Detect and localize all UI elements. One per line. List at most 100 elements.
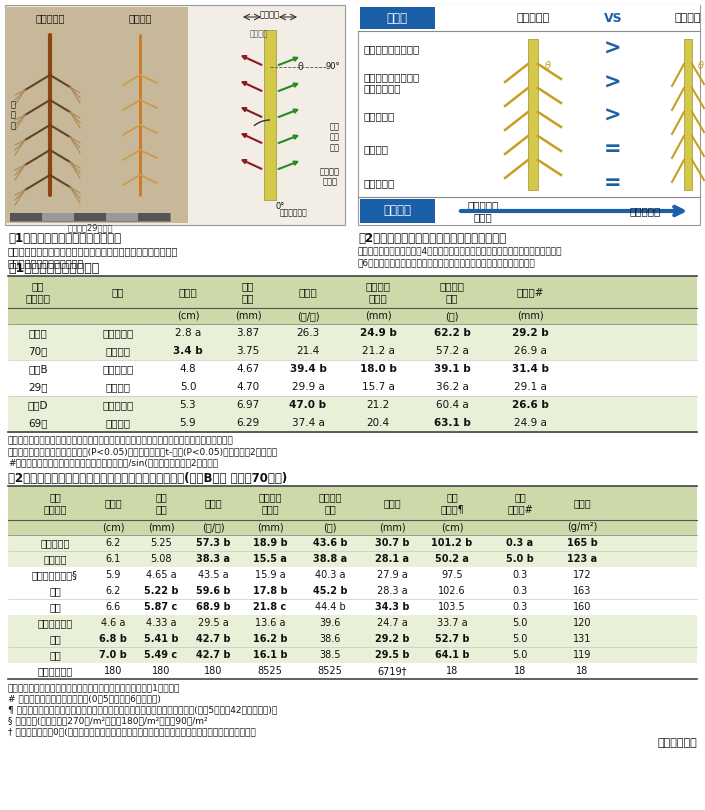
Text: 24.9 b: 24.9 b (360, 328, 396, 338)
Text: 側根張り
出し長: 側根張り 出し長 (258, 492, 282, 514)
Text: 側根張り
出し長: 側根張り 出し長 (365, 281, 391, 303)
Text: ・主根直径: ・主根直径 (364, 178, 396, 188)
Text: 子実重: 子実重 (573, 498, 591, 508)
Text: 倒伏
スコア#: 倒伏 スコア# (507, 492, 533, 514)
Text: (g/m²): (g/m²) (567, 522, 597, 532)
Text: 59.6 b: 59.6 b (196, 586, 231, 596)
Text: 52.7 b: 52.7 b (435, 634, 470, 644)
Text: 6.2: 6.2 (105, 586, 121, 596)
Text: 172: 172 (572, 570, 591, 580)
Text: にじゆたか: にじゆたか (102, 328, 134, 338)
Bar (138, 213, 170, 221)
Bar (8, 486, 697, 520)
Text: 5.87 c: 5.87 c (145, 602, 178, 612)
Text: 160: 160 (572, 602, 591, 612)
Text: 側根長#: 側根長# (516, 287, 544, 297)
Text: θ: θ (698, 61, 704, 71)
Text: 180: 180 (204, 666, 222, 676)
Text: 6.1: 6.1 (105, 554, 121, 564)
Text: 39.1 b: 39.1 b (434, 364, 470, 374)
Bar (8, 342, 697, 360)
Text: 34.3 b: 34.3 b (375, 602, 409, 612)
Text: 24.7 a: 24.7 a (376, 618, 407, 628)
Text: 97.5: 97.5 (441, 570, 462, 580)
Text: 4.67: 4.67 (236, 364, 259, 374)
Text: (mm): (mm) (235, 311, 262, 321)
Text: 4.70: 4.70 (236, 382, 259, 392)
Text: 13.6 a: 13.6 a (255, 618, 286, 628)
Text: † 側根開幅角度が0度(真下向き）の場合は側根長が計算できない。そのためデータ数が少なくなる。: † 側根開幅角度が0度(真下向き）の場合は側根長が計算できない。そのためデータ数… (8, 727, 256, 736)
Text: の6形質が大きい。これらの特性が倒伏が少なくなる要因と考えられる。: の6形質が大きい。これらの特性が倒伏が少なくなる要因と考えられる。 (358, 258, 536, 267)
Bar (8, 663, 697, 679)
Text: 3.87: 3.87 (236, 328, 259, 338)
Text: 6.2: 6.2 (105, 538, 121, 548)
Text: 0.3 a: 0.3 a (506, 538, 534, 548)
Text: =: = (604, 173, 622, 193)
Text: (mm): (mm) (517, 311, 544, 321)
Bar (5, 5, 345, 225)
Text: 47.0 b: 47.0 b (290, 400, 326, 410)
Text: 部分のみを測定対象とした。: 部分のみを測定対象とした。 (8, 258, 85, 268)
Text: 6.6: 6.6 (105, 602, 121, 612)
Text: 38.5: 38.5 (319, 650, 341, 660)
Bar (8, 583, 697, 599)
Text: 8525: 8525 (257, 666, 283, 676)
Text: 123 a: 123 a (567, 554, 597, 564)
Text: 29.2 b: 29.2 b (512, 328, 548, 338)
Text: 26.6 b: 26.6 b (512, 400, 548, 410)
Text: (度): (度) (446, 311, 459, 321)
Text: 5.22 b: 5.22 b (144, 586, 178, 596)
Text: 軟らかい側根: 軟らかい側根 (280, 208, 308, 217)
Text: 40.3 a: 40.3 a (314, 570, 345, 580)
Text: 品　種: 品 種 (386, 11, 407, 24)
Text: （村上敏文）: （村上敏文） (657, 738, 697, 748)
Text: 7.0 b: 7.0 b (99, 650, 127, 660)
Text: 5.0: 5.0 (513, 650, 527, 660)
Text: 5.08: 5.08 (150, 554, 172, 564)
Text: >: > (604, 73, 622, 92)
Bar (8, 631, 697, 647)
Text: 21.2 a: 21.2 a (362, 346, 394, 356)
Text: 29日: 29日 (28, 382, 48, 392)
Text: 42.7 b: 42.7 b (196, 650, 231, 660)
Text: 28.3 a: 28.3 a (376, 586, 407, 596)
Text: 120: 120 (572, 618, 591, 628)
Text: 主根は茎につながる太い主根のみ、側根は垂れ下がらない硬い: 主根は茎につながる太い主根のみ、側根は垂れ下がらない硬い (8, 246, 178, 256)
Text: 38.6: 38.6 (319, 634, 341, 644)
Text: 盛岡D: 盛岡D (27, 400, 48, 410)
Text: 29.1 a: 29.1 a (513, 382, 546, 392)
Text: 68.9 b: 68.9 b (196, 602, 231, 612)
Text: にじゆたか: にじゆたか (517, 13, 550, 23)
Bar (8, 535, 697, 551)
Text: 5.0 b: 5.0 b (506, 554, 534, 564)
Text: ・結果は平均値で示す。アルファベットの意味については表1を参照。: ・結果は平均値で示す。アルファベットの意味については表1を参照。 (8, 683, 180, 692)
Text: 4.8: 4.8 (180, 364, 196, 374)
Text: 主根
直径: 主根 直径 (242, 281, 255, 303)
Bar (8, 276, 697, 308)
Text: にじゆたか: にじゆたか (102, 364, 134, 374)
Text: 101.2 b: 101.2 b (431, 538, 472, 548)
Text: （播種後29日目）: （播種後29日目） (67, 223, 113, 232)
Bar (8, 567, 697, 583)
Text: 側根数: 側根数 (299, 287, 317, 297)
Text: 39.6: 39.6 (319, 618, 341, 628)
Text: 15.5 a: 15.5 a (253, 554, 287, 564)
Text: 5.0: 5.0 (513, 634, 527, 644)
Text: にじゆたか: にじゆたか (40, 538, 70, 548)
Text: 21.2: 21.2 (367, 400, 390, 410)
Text: 2.8 a: 2.8 a (175, 328, 201, 338)
Text: 165 b: 165 b (567, 538, 597, 548)
Bar (8, 615, 697, 631)
Text: 図2　両品種の根の形質比較と播種密度の影響: 図2 両品種の根の形質比較と播種密度の影響 (358, 232, 506, 245)
Text: 18: 18 (514, 666, 526, 676)
Text: 階上早生: 階上早生 (128, 13, 152, 23)
Text: 5.9: 5.9 (180, 418, 196, 428)
Text: 階上早生: 階上早生 (675, 13, 701, 23)
Text: 5.0: 5.0 (180, 382, 196, 392)
Bar (264, 30, 276, 200)
Text: 37.4 a: 37.4 a (292, 418, 324, 428)
Text: 69日: 69日 (28, 418, 48, 428)
Text: 茎
茎
杵: 茎 茎 杵 (11, 100, 16, 130)
Text: 4.6 a: 4.6 a (101, 618, 125, 628)
Text: 180: 180 (152, 666, 170, 676)
